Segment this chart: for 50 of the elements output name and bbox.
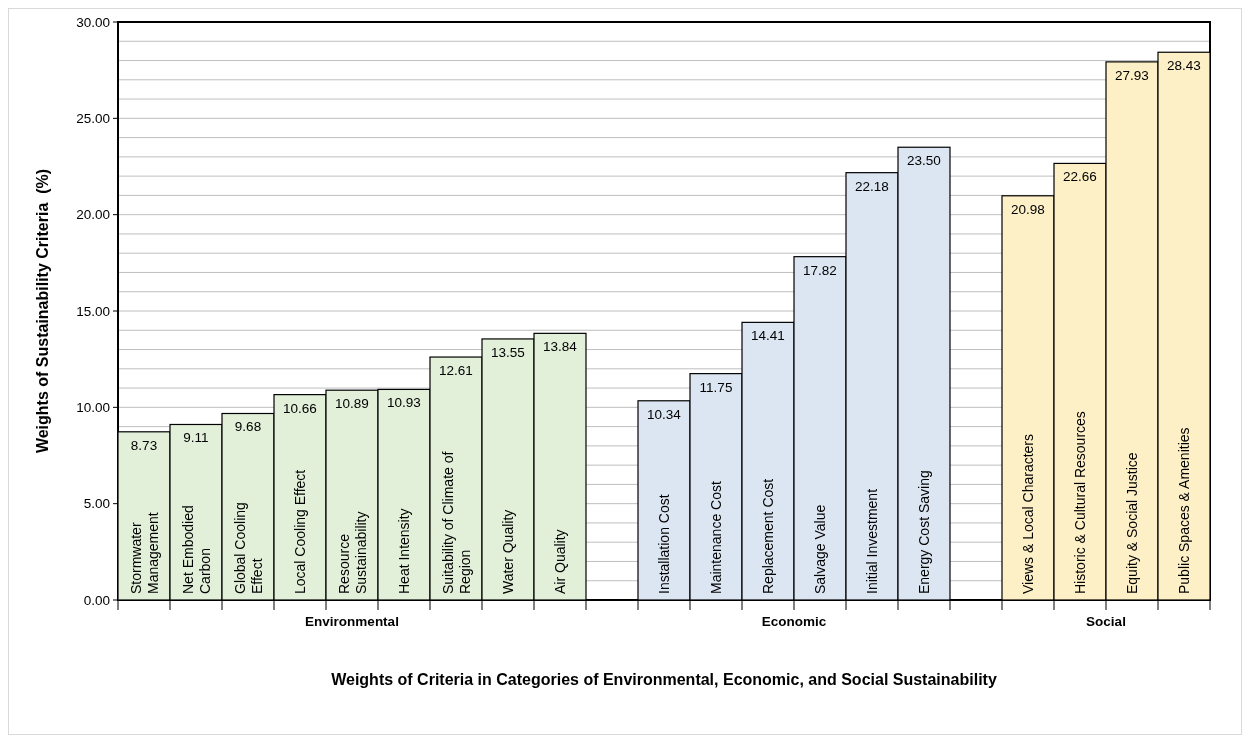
x-tick-label: Views & Local Characters — [1020, 433, 1036, 594]
data-label: 8.73 — [130, 437, 158, 453]
data-label: 9.11 — [183, 430, 209, 446]
x-tick-label: Energy Cost Saving — [916, 470, 932, 594]
x-tick-label: Stormwater Management — [127, 512, 161, 594]
y-tick-label: 0.00 — [83, 592, 110, 608]
data-label: 12.61 — [439, 363, 473, 379]
x-tick-label: Resource Sustainability — [335, 511, 369, 594]
x-tick-label: Equity & Social Justice — [1124, 452, 1140, 594]
x-tick-label: Installation Cost — [656, 494, 672, 594]
data-label: 28.43 — [1167, 58, 1201, 74]
data-label: 20.98 — [1011, 201, 1045, 217]
data-label: 22.18 — [855, 178, 889, 194]
x-tick-label: Replacement Cost — [760, 478, 776, 594]
text: Economic — [761, 614, 827, 629]
data-label: 10.89 — [335, 396, 369, 412]
x-tick-label: Local Cooling Effect — [292, 469, 308, 594]
x-tick-label: Suitability of Climate of Region — [439, 451, 473, 594]
x-tick-label: Global Cooling Effect — [231, 502, 265, 594]
data-label: 27.93 — [1115, 67, 1149, 83]
data-label: 22.66 — [1063, 169, 1097, 185]
text: Environmental — [305, 614, 399, 629]
x-tick-label: Heat Intensity — [396, 508, 412, 594]
x-tick-label: Salvage Value — [812, 504, 828, 594]
x-tick-label: Air Quality — [552, 529, 568, 594]
data-label: 23.50 — [907, 153, 941, 169]
y-tick-label: 20.00 — [76, 207, 110, 223]
x-tick-label: Net Embodied Carbon — [179, 505, 213, 594]
y-tick-label: 30.00 — [76, 14, 110, 30]
data-label: 10.34 — [647, 406, 682, 422]
y-axis-title: Weights of Sustainability Criteria (%) — [34, 168, 51, 454]
data-label: 13.84 — [543, 339, 578, 355]
data-label: 13.55 — [491, 344, 525, 360]
x-tick-label: Maintenance Cost — [708, 481, 724, 594]
x-tick-label: Public Spaces & Amenities — [1176, 427, 1192, 594]
x-tick-label: Water Quality — [500, 509, 516, 594]
data-label: 10.93 — [387, 395, 421, 411]
text: Social — [1086, 614, 1126, 629]
data-label: 10.66 — [283, 400, 317, 416]
y-tick-label: 10.00 — [76, 400, 110, 416]
x-axis-title: Weights of Criteria in Categories of Environmental, Economic, and Social Sustainability — [331, 671, 997, 688]
y-tick-label: 5.00 — [83, 496, 110, 512]
y-tick-label: 15.00 — [76, 303, 110, 319]
data-label: 9.68 — [234, 419, 262, 435]
data-label: 11.75 — [699, 379, 733, 395]
data-label: 17.82 — [803, 262, 837, 278]
x-tick-label: Historic & Cultural Resources — [1072, 411, 1088, 594]
x-tick-label: Initial Investment — [864, 488, 880, 594]
y-tick-label: 25.00 — [76, 111, 110, 127]
data-label: 14.41 — [751, 328, 785, 344]
